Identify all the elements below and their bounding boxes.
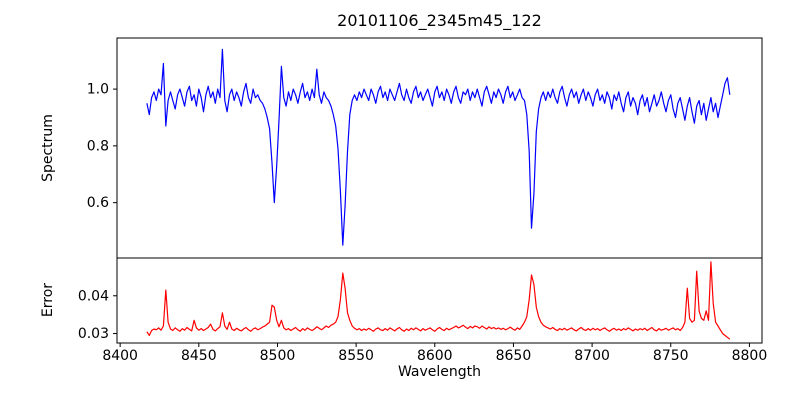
y-tick-label: 0.04 xyxy=(78,288,109,304)
y-tick-label: 1.0 xyxy=(87,82,109,98)
spectrum-line xyxy=(146,48,731,246)
x-tick-label: 8700 xyxy=(574,348,610,364)
x-axis-label: Wavelength xyxy=(397,364,482,380)
error-line xyxy=(146,261,731,340)
x-tick-label: 8550 xyxy=(338,348,374,364)
x-tick-label: 8800 xyxy=(732,348,768,364)
x-tick-label: 8650 xyxy=(496,348,532,364)
error-axes-frame xyxy=(116,257,763,344)
y-tick-label: 0.03 xyxy=(78,326,109,342)
y-tick-label: 0.8 xyxy=(87,138,109,154)
x-tick-label: 8500 xyxy=(260,348,296,364)
x-tick-label: 8400 xyxy=(102,348,138,364)
chart-title: 20101106_2345m45_122 xyxy=(337,11,542,30)
x-tick-label: 8750 xyxy=(653,348,689,364)
y-tick-label: 0.6 xyxy=(87,195,109,211)
spectrum-axes-frame xyxy=(116,37,763,259)
x-tick-label: 8600 xyxy=(417,348,453,364)
x-tick-label: 8450 xyxy=(181,348,217,364)
